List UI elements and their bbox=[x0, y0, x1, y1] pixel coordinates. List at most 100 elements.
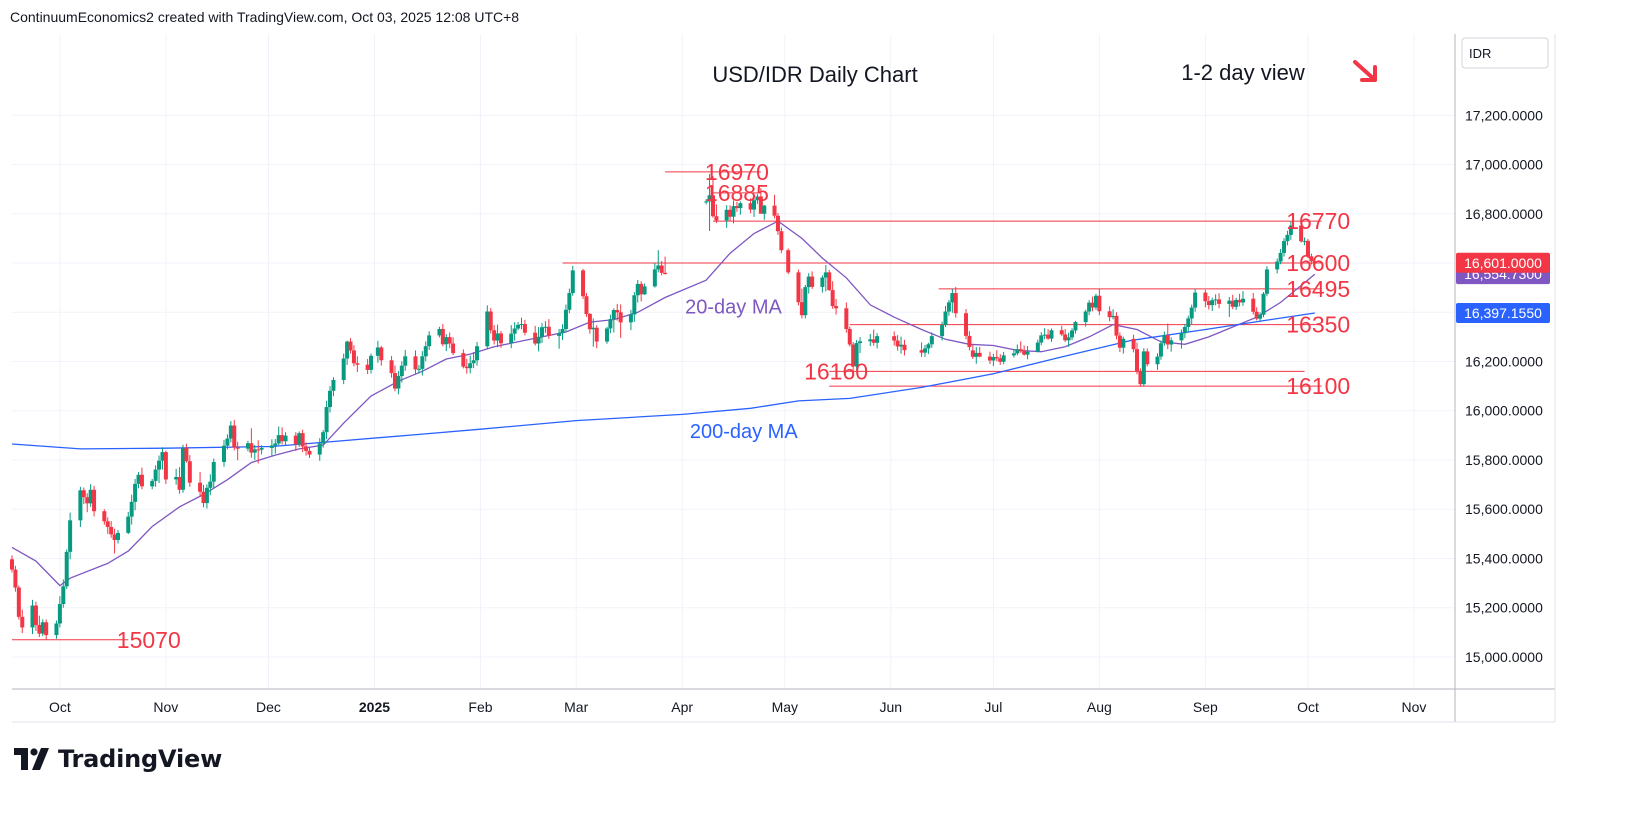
y-tick-label: 17,000.0000 bbox=[1465, 157, 1543, 173]
candle bbox=[133, 478, 138, 511]
candle bbox=[225, 434, 230, 450]
currency-box[interactable] bbox=[1461, 37, 1549, 69]
candle bbox=[1258, 312, 1263, 322]
candle bbox=[943, 306, 948, 328]
candle-body bbox=[283, 435, 288, 442]
candle-body bbox=[594, 327, 599, 342]
candle-body bbox=[1230, 300, 1235, 307]
candle bbox=[1189, 304, 1194, 325]
candle bbox=[1237, 293, 1242, 307]
candle-body bbox=[252, 449, 257, 453]
candle-body bbox=[1193, 292, 1198, 308]
candle bbox=[208, 474, 213, 496]
candle-body bbox=[423, 346, 428, 357]
candle bbox=[105, 517, 110, 534]
candle bbox=[44, 619, 49, 640]
candle bbox=[895, 335, 900, 351]
candle-body bbox=[488, 311, 493, 331]
candle-body bbox=[522, 324, 527, 333]
candle-body bbox=[570, 270, 575, 294]
candle bbox=[1264, 266, 1269, 297]
candle-body bbox=[30, 605, 35, 628]
candle-body bbox=[567, 293, 572, 310]
candle-body bbox=[557, 333, 562, 336]
candle-body bbox=[355, 363, 360, 365]
candle-body bbox=[57, 604, 62, 624]
x-tick-label: Oct bbox=[1297, 699, 1319, 715]
candle-body bbox=[495, 333, 500, 341]
candle-body bbox=[365, 364, 370, 370]
candle bbox=[437, 326, 442, 338]
candle bbox=[1107, 306, 1112, 322]
key-levels bbox=[12, 171, 1322, 641]
candle-body bbox=[485, 311, 490, 347]
candle bbox=[604, 326, 609, 344]
candle bbox=[977, 346, 982, 358]
x-axis-ticks: Oct Nov Dec 2025 Feb Mar Apr May Jun Jul Aug Sep Oct… bbox=[49, 699, 1426, 715]
currency-label: IDR bbox=[1469, 46, 1491, 61]
candle-body bbox=[68, 520, 73, 552]
candle bbox=[1087, 300, 1092, 316]
candle bbox=[198, 472, 203, 497]
candle bbox=[1282, 238, 1287, 257]
candle bbox=[365, 359, 370, 375]
candle bbox=[211, 458, 216, 489]
candle-body bbox=[632, 295, 637, 315]
candle-body bbox=[704, 201, 709, 203]
candle-body bbox=[102, 511, 107, 522]
candle bbox=[1230, 294, 1235, 310]
candle-body bbox=[389, 360, 394, 374]
candle bbox=[348, 338, 353, 354]
candle-body bbox=[1282, 241, 1287, 253]
candle-body bbox=[64, 551, 69, 587]
candle-body bbox=[1213, 299, 1218, 301]
candle-body bbox=[1141, 351, 1146, 385]
candle bbox=[317, 438, 322, 461]
candle-body bbox=[211, 461, 216, 482]
candle bbox=[919, 342, 924, 357]
candle bbox=[796, 269, 801, 306]
candle bbox=[1254, 307, 1259, 321]
candle-body bbox=[276, 435, 281, 444]
candle bbox=[1227, 296, 1232, 317]
candle bbox=[584, 293, 589, 317]
candle bbox=[485, 305, 490, 350]
candle bbox=[591, 318, 596, 347]
candle-body bbox=[54, 623, 59, 636]
candle-body bbox=[1155, 356, 1160, 365]
candle-body bbox=[584, 296, 589, 314]
candle bbox=[854, 340, 859, 371]
candle-body bbox=[1240, 298, 1245, 303]
candle-body bbox=[762, 205, 767, 214]
candle-body bbox=[546, 326, 551, 336]
candle-body bbox=[560, 328, 565, 334]
candle-body bbox=[847, 328, 852, 345]
candle bbox=[475, 342, 480, 366]
candle bbox=[259, 445, 264, 455]
candle bbox=[1093, 293, 1098, 310]
candle-body bbox=[375, 347, 380, 356]
candle bbox=[139, 467, 144, 490]
tradingview-logo[interactable]: TradingView bbox=[14, 745, 222, 773]
candle bbox=[427, 331, 432, 350]
candle bbox=[926, 342, 931, 355]
candle bbox=[126, 511, 131, 535]
candle-body bbox=[317, 443, 322, 455]
candle bbox=[461, 349, 466, 369]
ma-annotations: 20-day MA 200-day MA bbox=[685, 296, 798, 442]
price-tag-box bbox=[1456, 302, 1550, 323]
candle-body bbox=[871, 339, 876, 343]
candle bbox=[858, 337, 863, 354]
candle bbox=[611, 308, 616, 333]
candle bbox=[228, 421, 233, 443]
candle-body bbox=[273, 443, 278, 446]
candle-body bbox=[970, 350, 975, 357]
candle-body bbox=[779, 231, 784, 251]
candle bbox=[594, 325, 599, 349]
candle bbox=[1131, 334, 1136, 353]
x-tick-label: Jun bbox=[880, 699, 903, 715]
candle-body bbox=[345, 341, 350, 359]
candle bbox=[33, 601, 38, 631]
candle bbox=[1097, 288, 1102, 316]
